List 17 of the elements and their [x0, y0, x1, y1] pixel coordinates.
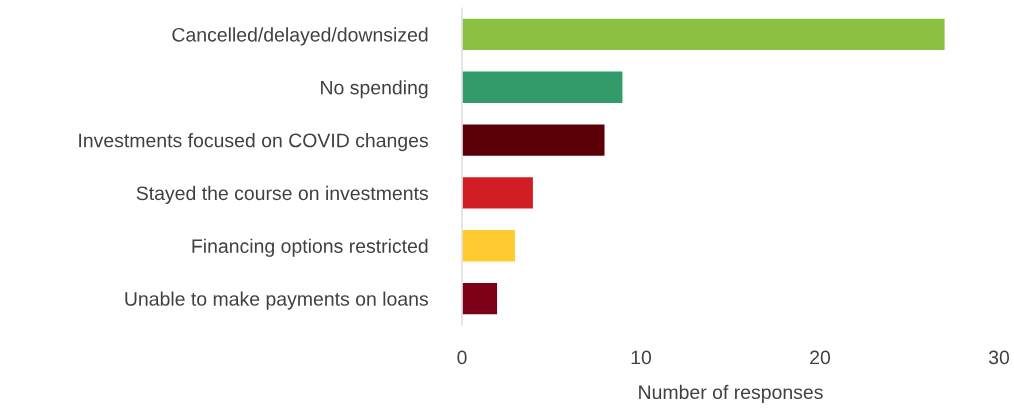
- x-tick-label: 10: [631, 350, 652, 365]
- bar: [462, 175, 535, 210]
- y-tick-label: Investments focused on COVID changes: [79, 133, 428, 152]
- x-tick-label: 0: [457, 350, 467, 365]
- y-tick-label: Financing options restricted: [192, 238, 428, 257]
- x-tick-label: 20: [810, 350, 831, 365]
- y-tick-label: No spending: [321, 80, 428, 99]
- bar: [462, 17, 946, 52]
- bar: [462, 70, 624, 105]
- x-axis-title: Number of responses: [639, 384, 823, 403]
- y-tick-label: Cancelled/delayed/downsized: [172, 27, 428, 46]
- bar: [462, 228, 517, 263]
- y-tick-label: Stayed the course on investments: [136, 185, 428, 204]
- x-tick-label: 30: [988, 350, 1010, 365]
- y-tick-label: Unable to make payments on loans: [125, 291, 428, 310]
- bar: [462, 281, 499, 316]
- bar: [462, 123, 606, 158]
